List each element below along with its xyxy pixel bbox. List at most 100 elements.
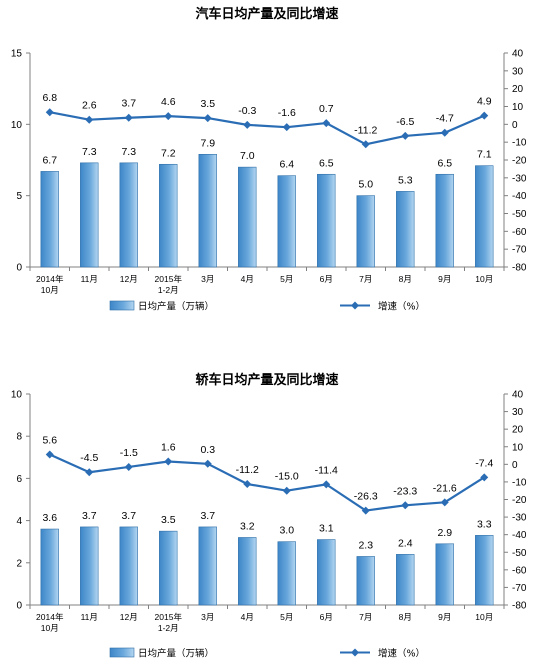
bar-value-label: 6.7 (42, 154, 57, 166)
right-tick-label: 30 (512, 66, 524, 77)
right-tick-label: -30 (512, 513, 527, 524)
left-tick-label: 15 (11, 49, 23, 60)
category-label: 9月 (438, 612, 451, 622)
line-point-diamond-icon (203, 459, 212, 468)
line-value-label: -15.0 (275, 471, 299, 483)
line-value-label: 4.6 (161, 96, 176, 108)
left-tick-label: 10 (11, 390, 23, 401)
bar-value-label: 6.4 (279, 159, 294, 171)
right-tick-label: -40 (512, 530, 527, 541)
bar-value-label: 7.3 (82, 146, 97, 158)
category-label: 8月 (399, 274, 412, 284)
line-point-diamond-icon (401, 131, 410, 140)
bar (475, 165, 494, 268)
line-point-diamond-icon (480, 473, 489, 482)
chart-title: 轿车日均产量及同比增速 (195, 372, 338, 388)
category-label: 5月 (280, 274, 293, 284)
legend-bar-label: 日均产量（万辆） (138, 648, 214, 660)
line-point-diamond-icon (361, 140, 370, 149)
category-label: 5月 (280, 612, 293, 622)
bar (277, 541, 296, 606)
category-label: 7月 (359, 612, 372, 622)
bar-value-label: 7.1 (477, 149, 492, 161)
category-label: 2015年 (155, 612, 183, 622)
bar-value-label: 6.5 (319, 157, 334, 169)
left-tick-label: 0 (16, 263, 22, 274)
line-point-diamond-icon (164, 112, 173, 121)
right-tick-label: -60 (512, 565, 527, 576)
bar-value-label: 3.2 (240, 520, 255, 532)
right-tick-label: 20 (512, 425, 524, 436)
category-label: 4月 (241, 274, 254, 284)
bar (317, 539, 336, 606)
bar-value-label: 3.5 (161, 514, 176, 526)
chart-title: 汽车日均产量及同比增速 (195, 6, 338, 22)
line-value-label: 4.9 (477, 96, 492, 108)
right-tick-label: 0 (512, 460, 518, 471)
right-tick-label: -50 (512, 209, 527, 220)
category-label: 1-2月 (158, 285, 179, 295)
chart-car-daily-output: 汽车日均产量及同比增速 0 5 10 15 40 30 20 10 0 -10 -20 -30 -40 -5… (11, 6, 527, 313)
category-label: 2014年 (36, 612, 64, 622)
category-label: 9月 (438, 274, 451, 284)
bar-value-label: 2.4 (398, 537, 413, 549)
line-point-diamond-icon (322, 480, 331, 489)
bar (80, 526, 99, 606)
category-label: 11月 (81, 274, 98, 284)
line-point-diamond-icon (203, 114, 212, 123)
line-point-diamond-icon (480, 111, 489, 120)
bar (40, 171, 59, 268)
category-label: 6月 (320, 274, 333, 284)
right-tick-label: -10 (512, 138, 527, 149)
right-tick-label: 20 (512, 84, 524, 95)
right-tick-label: -40 (512, 191, 527, 202)
right-tick-label: 30 (512, 407, 524, 418)
bar (159, 163, 178, 268)
line-point-diamond-icon (361, 506, 370, 515)
legend-bar-label: 日均产量（万辆） (138, 301, 214, 313)
line-value-label: 6.8 (42, 92, 57, 104)
bar (198, 526, 217, 606)
bar (396, 191, 415, 268)
legend-line-label: 增速（%） (378, 648, 425, 660)
line-value-label: -11.2 (236, 464, 259, 476)
bar-value-label: 3.7 (121, 510, 136, 522)
legend-diamond-icon (351, 301, 359, 310)
legend-bar-swatch-icon (109, 647, 135, 658)
line-value-label: -11.2 (354, 124, 377, 136)
bar-value-label: 7.2 (161, 147, 176, 159)
line-point-diamond-icon (124, 113, 133, 122)
line-value-label: 5.6 (42, 434, 57, 446)
line-point-diamond-icon (401, 501, 410, 510)
bar-value-label: 3.7 (200, 510, 215, 522)
right-tick-label: 40 (512, 49, 524, 60)
category-label: 10月 (41, 623, 59, 633)
bar (317, 173, 336, 268)
line-value-label: -6.5 (396, 116, 414, 128)
right-tick-label: -20 (512, 156, 527, 167)
line-point-diamond-icon (282, 123, 291, 132)
bar-value-label: 7.9 (200, 137, 215, 149)
bar (356, 556, 375, 606)
left-tick-label: 2 (16, 558, 22, 569)
line-value-label: 3.5 (200, 98, 215, 110)
line-point-diamond-icon (282, 486, 291, 495)
bar-value-label: 3.3 (477, 518, 492, 530)
category-label: 10月 (41, 285, 59, 295)
category-label: 2015年 (155, 274, 183, 284)
category-label: 7月 (359, 274, 372, 284)
bar (119, 162, 138, 268)
bar-value-label: 7.0 (240, 150, 255, 162)
line-point-diamond-icon (440, 128, 449, 137)
bar (475, 535, 494, 606)
bar (277, 175, 296, 268)
line-point-diamond-icon (243, 480, 252, 489)
line-value-label: -1.5 (120, 447, 138, 459)
bar-value-label: 5.3 (398, 174, 413, 186)
line-value-label: 2.6 (82, 100, 97, 112)
line-point-diamond-icon (124, 462, 133, 471)
left-tick-label: 10 (11, 120, 23, 131)
bar (435, 543, 454, 606)
line-value-label: 3.7 (121, 98, 136, 110)
